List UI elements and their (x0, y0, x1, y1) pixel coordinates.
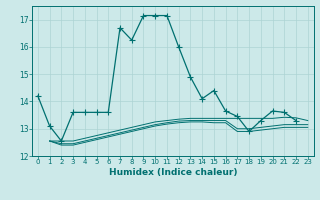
X-axis label: Humidex (Indice chaleur): Humidex (Indice chaleur) (108, 168, 237, 177)
